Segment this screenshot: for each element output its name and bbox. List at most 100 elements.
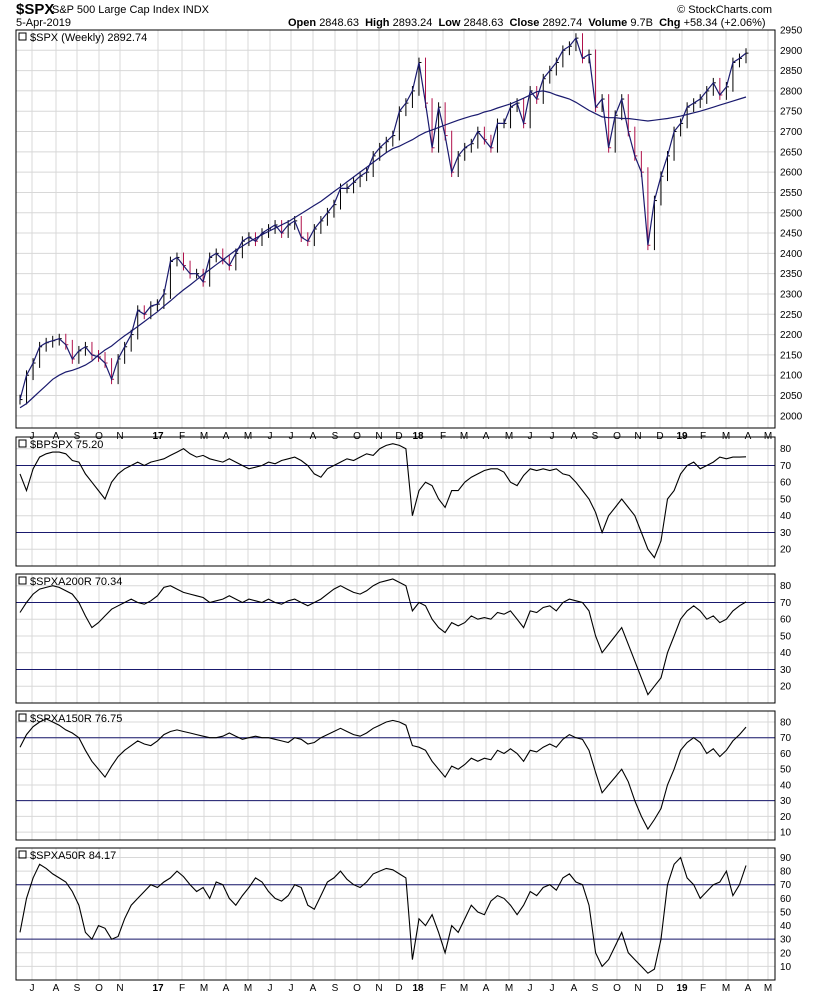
panel-frame: [15, 710, 776, 841]
legend-marker: [18, 439, 27, 448]
y-tick-label: 2050: [780, 391, 803, 402]
x-month-label: O: [353, 983, 361, 994]
x-month-label: N: [634, 983, 641, 994]
low-label: Low: [438, 17, 461, 29]
indicator-line: [19, 578, 747, 696]
x-month-label: F: [700, 983, 706, 994]
y-tick-label: 30: [780, 665, 792, 676]
y-tick-label: 60: [780, 478, 792, 489]
x-month-label: J: [289, 431, 294, 442]
x-month-label: A: [571, 983, 578, 994]
stockcharts-credit: © StockCharts.com: [677, 4, 772, 16]
open-value: 2848.63: [319, 17, 359, 29]
x-month-label: D: [656, 431, 663, 442]
y-tick-label: 30: [780, 935, 792, 946]
y-tick-label: 90: [780, 853, 792, 864]
chart-symbol: $SPX: [16, 1, 55, 18]
high-value: 2893.24: [392, 17, 433, 29]
x-month-label: N: [116, 983, 123, 994]
panel-title: $SPX (Weekly) 2892.74: [30, 32, 147, 44]
change-value: +58.34 (+2.06%): [683, 17, 766, 29]
x-month-label: 19: [676, 983, 688, 994]
y-tick-label: 50: [780, 631, 792, 642]
y-tick-label: 2300: [780, 289, 803, 300]
x-month-label: S: [332, 983, 339, 994]
x-month-label: D: [656, 983, 663, 994]
x-month-label: M: [460, 983, 468, 994]
y-tick-label: 40: [780, 648, 792, 659]
y-tick-label: 10: [780, 962, 792, 973]
y-tick-label: 80: [780, 718, 792, 729]
high-label: High: [365, 17, 390, 29]
y-tick-label: 60: [780, 894, 792, 905]
x-month-label: O: [95, 983, 103, 994]
x-month-label: M: [244, 983, 252, 994]
x-month-label: F: [700, 431, 706, 442]
x-month-label: M: [722, 431, 730, 442]
x-month-label: A: [310, 431, 317, 442]
y-tick-label: 50: [780, 494, 792, 505]
x-month-label: S: [592, 983, 599, 994]
x-month-label: A: [53, 983, 60, 994]
x-month-label: A: [745, 983, 752, 994]
x-month-label: M: [200, 431, 208, 442]
y-tick-label: 20: [780, 948, 792, 959]
indicator-line: [19, 443, 747, 559]
security-exchange: INDX: [182, 4, 209, 16]
y-tick-label: 2550: [780, 188, 803, 199]
price-stats: Open 2848.63 High 2893.24 Low 2848.63 Cl…: [288, 17, 766, 29]
x-month-label: F: [179, 431, 185, 442]
close-value: 2892.74: [542, 17, 583, 29]
x-month-label: 17: [152, 431, 164, 442]
y-tick-label: 2800: [780, 86, 803, 97]
x-month-label: S: [74, 983, 81, 994]
y-tick-label: 2000: [780, 411, 803, 422]
x-month-label: 18: [412, 983, 424, 994]
y-tick-label: 30: [780, 528, 792, 539]
volume-label: Volume: [588, 17, 628, 29]
x-month-label: M: [460, 431, 468, 442]
x-month-label: J: [268, 983, 273, 994]
y-tick-label: 80: [780, 867, 792, 878]
y-tick-label: 2400: [780, 249, 803, 260]
chart-security-name: S&P 500 Large Cap Index INDX: [52, 4, 209, 16]
close-label: Close: [509, 17, 540, 29]
y-tick-label: 70: [780, 461, 792, 472]
chart-date: 5-Apr-2019: [16, 17, 72, 29]
x-month-label: F: [440, 983, 446, 994]
y-tick-label: 20: [780, 545, 792, 556]
legend-marker: [18, 850, 27, 859]
x-month-label: M: [722, 983, 730, 994]
panel-frame: [15, 847, 776, 981]
panel-frame: [15, 29, 776, 429]
x-month-label: A: [223, 983, 230, 994]
x-month-label: M: [244, 431, 252, 442]
y-tick-label: 20: [780, 812, 792, 823]
x-month-label: A: [483, 431, 490, 442]
panel-frame: [15, 573, 776, 704]
x-month-label: A: [310, 983, 317, 994]
x-month-label: J: [30, 983, 35, 994]
legend-marker: [18, 713, 27, 722]
y-tick-label: 2950: [780, 26, 803, 37]
x-month-label: A: [53, 431, 60, 442]
y-tick-label: 2450: [780, 229, 803, 240]
x-month-label: F: [440, 431, 446, 442]
x-month-label: F: [179, 983, 185, 994]
x-month-label: 17: [152, 983, 164, 994]
x-month-label: S: [74, 431, 81, 442]
x-month-label: J: [268, 431, 273, 442]
x-month-label: M: [764, 983, 772, 994]
y-tick-label: 20: [780, 682, 792, 693]
y-tick-label: 2150: [780, 350, 803, 361]
x-month-label: N: [634, 431, 641, 442]
indicator-line: [19, 856, 747, 974]
x-month-label: N: [116, 431, 123, 442]
y-tick-label: 2500: [780, 208, 803, 219]
x-month-label: S: [332, 431, 339, 442]
y-tick-label: 50: [780, 907, 792, 918]
y-tick-label: 40: [780, 780, 792, 791]
x-month-label: O: [95, 431, 103, 442]
y-tick-label: 60: [780, 749, 792, 760]
y-tick-label: 2900: [780, 46, 803, 57]
